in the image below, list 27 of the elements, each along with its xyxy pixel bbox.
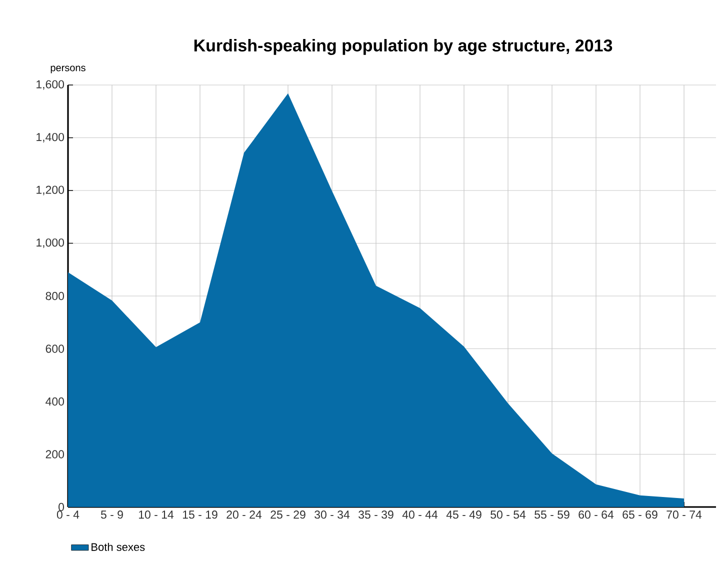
y-tick-label: 200	[46, 450, 64, 458]
x-tick-label: 30 - 34	[314, 510, 350, 519]
x-tick-label: 65 - 69	[622, 510, 658, 519]
x-tick-label: 70 - 74	[666, 510, 702, 519]
y-tick-label: 800	[46, 292, 64, 300]
y-tick-label: 1,600	[36, 80, 64, 90]
y-tick-label: 400	[46, 397, 64, 406]
x-tick-label: 60 - 64	[578, 510, 614, 519]
y-axis-title: persons	[50, 66, 86, 74]
legend-label: Both sexes	[92, 542, 145, 551]
y-tick-label: 1,400	[36, 132, 64, 142]
y-tick-label: 1,000	[36, 238, 64, 248]
x-tick-label: 10 - 14	[138, 510, 174, 519]
x-tick-label: 20 - 24	[226, 510, 262, 519]
y-tick-label: 1,200	[36, 186, 64, 196]
x-tick-label: 35 - 39	[358, 510, 394, 519]
y-tick-label: 0	[58, 502, 64, 512]
x-tick-label: 25 - 29	[270, 510, 306, 519]
x-tick-label: 15 - 19	[182, 510, 218, 519]
x-tick-label: 0 - 4	[56, 510, 80, 519]
x-tick-label: 5 - 9	[100, 510, 123, 519]
x-tick-label: 45 - 49	[446, 510, 482, 519]
y-tick-label: 600	[46, 344, 64, 353]
x-tick-label: 50 - 54	[490, 510, 526, 519]
x-tick-label: 40 - 44	[402, 510, 438, 519]
x-tick-label: 55 - 59	[534, 510, 570, 519]
chart-title: Kurdish-speaking population by age structure, 2013	[194, 39, 612, 55]
